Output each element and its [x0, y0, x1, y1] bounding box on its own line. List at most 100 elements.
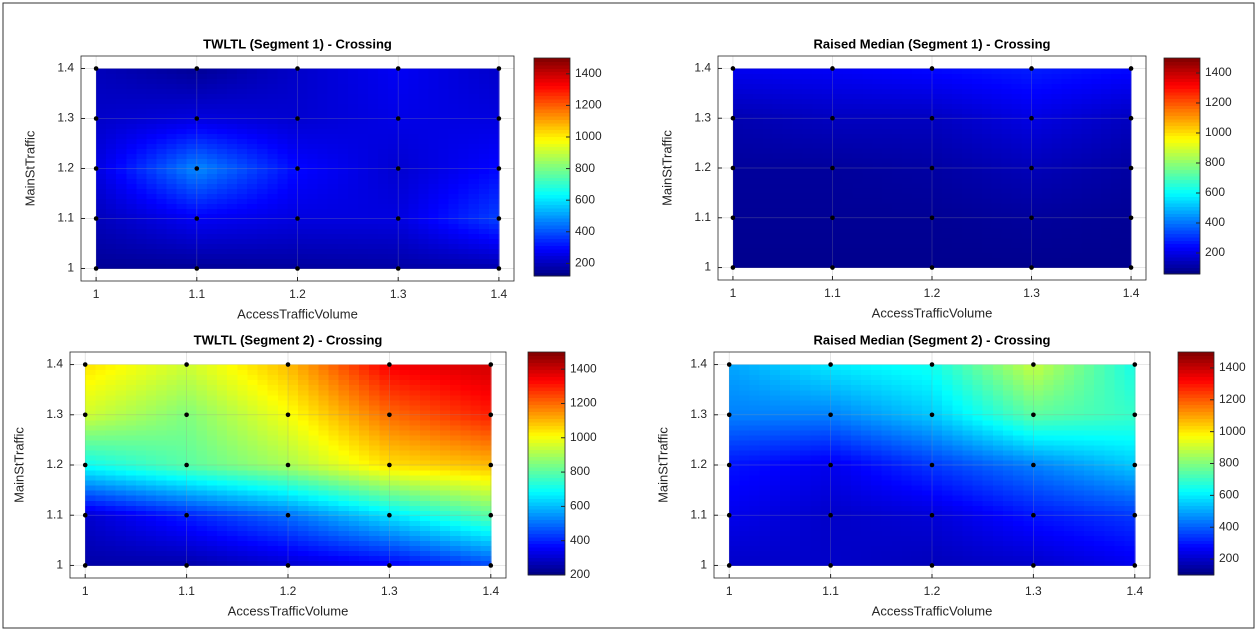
contour-cell: [971, 163, 983, 169]
contour-cell: [135, 540, 147, 546]
contour-cell: [1041, 202, 1053, 209]
contour-cell: [742, 118, 754, 124]
contour-cell: [448, 83, 460, 90]
contour-cell: [125, 530, 137, 536]
contour-cell: [389, 379, 401, 386]
contour-cell: [478, 123, 490, 130]
contour-cell: [1081, 232, 1092, 239]
contour-cell: [752, 153, 764, 159]
contour-cell: [941, 143, 953, 149]
colorbar-step: [1164, 209, 1200, 214]
contour-cell: [1101, 153, 1112, 159]
contour-cell: [772, 98, 784, 104]
contour-cell: [1001, 257, 1013, 264]
contour-cell: [448, 158, 460, 165]
contour-cell: [85, 505, 96, 511]
y-axis-label: MainStTraffic: [659, 130, 674, 206]
contour-cell: [106, 213, 117, 220]
data-point: [93, 66, 99, 71]
contour-cell: [1061, 118, 1072, 124]
contour-cell: [277, 404, 289, 411]
contour-cell: [1031, 168, 1043, 174]
contour-cell: [1111, 108, 1122, 114]
contour-cell: [991, 197, 1003, 204]
contour-cell: [762, 128, 774, 134]
contour-cell: [981, 232, 993, 239]
contour-cell: [732, 202, 744, 209]
contour-cell: [227, 188, 238, 195]
contour-cell: [488, 133, 500, 140]
contour-cell: [732, 247, 744, 254]
contour-cell: [176, 459, 188, 466]
contour-cell: [892, 143, 903, 149]
contour-cell: [1081, 68, 1092, 75]
contour-cell: [358, 379, 370, 386]
contour-cell: [772, 113, 784, 119]
contour-cell: [971, 148, 983, 154]
contour-cell: [802, 153, 814, 159]
contour-cell: [1081, 78, 1092, 84]
data-point: [830, 66, 835, 71]
contour-cell: [991, 123, 1003, 129]
contour-cell: [912, 192, 923, 199]
contour-cell: [1121, 262, 1132, 269]
contour-cell: [852, 257, 863, 264]
contour-cell: [95, 545, 107, 551]
contour-cell: [468, 123, 480, 130]
contour-cell: [408, 103, 419, 110]
contour-cell: [802, 118, 814, 124]
contour-cell: [892, 207, 903, 214]
contour-cell: [991, 242, 1003, 249]
contour-cell: [932, 222, 943, 229]
contour-cell: [388, 223, 399, 230]
contour-cell: [1071, 262, 1082, 269]
contour-cell: [136, 178, 148, 185]
contour-cell: [257, 424, 269, 431]
contour-cell: [832, 123, 844, 129]
contour-cell: [1061, 202, 1072, 209]
contour-cell: [1021, 257, 1033, 264]
contour-cell: [369, 500, 380, 506]
contour-cell: [338, 550, 350, 556]
contour-cell: [932, 168, 943, 174]
contour-cell: [398, 103, 409, 110]
contour-cell: [257, 208, 268, 215]
contour-cell: [337, 223, 349, 230]
contour-cell: [227, 459, 238, 466]
contour-cell: [216, 223, 228, 230]
contour-cell: [176, 88, 188, 95]
contour-cell: [428, 83, 440, 90]
data-point: [730, 115, 736, 121]
colorbar-step: [1164, 230, 1200, 235]
contour-cell: [478, 233, 490, 240]
contour-cell: [480, 470, 492, 476]
contour-cell: [126, 223, 137, 230]
contour-cell: [237, 540, 249, 546]
contour-cell: [357, 208, 369, 215]
contour-cell: [267, 429, 279, 436]
contour-cell: [932, 103, 943, 109]
contour-cell: [267, 480, 279, 486]
contour-cell: [971, 247, 983, 254]
contour-cell: [1071, 242, 1082, 249]
contour-cell: [408, 78, 419, 85]
contour-cell: [1071, 163, 1082, 169]
contour-cell: [418, 238, 430, 245]
contour-cell: [1011, 242, 1023, 249]
contour-cell: [429, 505, 441, 511]
contour-cell: [237, 263, 248, 270]
contour-cell: [367, 248, 379, 255]
contour-cell: [115, 444, 127, 451]
contour-cell: [852, 237, 863, 244]
contour-cell: [96, 258, 107, 265]
contour-cell: [902, 83, 913, 89]
contour-cell: [106, 148, 117, 155]
contour-cell: [752, 207, 764, 214]
contour-cell: [752, 148, 764, 154]
contour-cell: [267, 163, 278, 170]
contour-cell: [912, 252, 923, 259]
contour-cell: [842, 138, 853, 144]
contour-cell: [752, 212, 764, 219]
contour-cell: [1031, 108, 1043, 114]
contour-cell: [367, 213, 379, 220]
